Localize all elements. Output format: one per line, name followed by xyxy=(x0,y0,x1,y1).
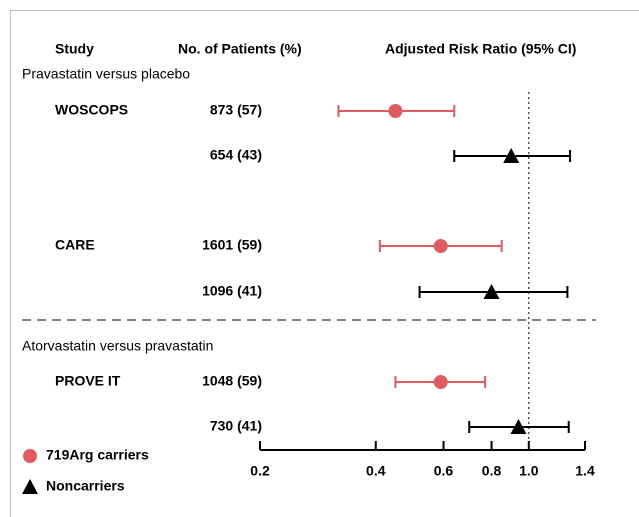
legend-marker xyxy=(23,449,37,463)
legend-marker xyxy=(22,479,38,494)
x-tick-label: 0.8 xyxy=(482,463,502,479)
legend-label: 719Arg carriers xyxy=(46,447,149,463)
section-title: Pravastatin versus placebo xyxy=(22,66,190,82)
header: No. of Patients (%) xyxy=(178,41,302,57)
study-label: CARE xyxy=(55,237,95,253)
x-tick-label: 1.4 xyxy=(575,463,595,479)
point xyxy=(503,148,520,163)
x-tick-label: 1.0 xyxy=(519,463,539,479)
patients: 873 (57) xyxy=(210,102,262,118)
header: Adjusted Risk Ratio (95% CI) xyxy=(385,41,576,57)
section-title: Atorvastatin versus pravastatin xyxy=(22,338,213,354)
header: Study xyxy=(55,41,94,57)
x-tick-label: 0.2 xyxy=(250,463,270,479)
patients: 1096 (41) xyxy=(202,283,262,299)
frame xyxy=(10,10,639,517)
patients: 1601 (59) xyxy=(202,237,262,253)
legend-label: Noncarriers xyxy=(46,478,125,494)
point xyxy=(433,239,448,253)
patients: 1048 (59) xyxy=(202,373,262,389)
study-label: PROVE IT xyxy=(55,373,121,389)
patients: 654 (43) xyxy=(210,147,262,163)
point xyxy=(510,419,527,434)
x-tick-label: 0.6 xyxy=(434,463,454,479)
point xyxy=(433,375,448,389)
point xyxy=(388,104,403,118)
x-tick-label: 0.4 xyxy=(366,463,386,479)
study-label: WOSCOPS xyxy=(55,102,128,118)
patients: 730 (41) xyxy=(210,418,262,434)
point xyxy=(483,284,500,299)
